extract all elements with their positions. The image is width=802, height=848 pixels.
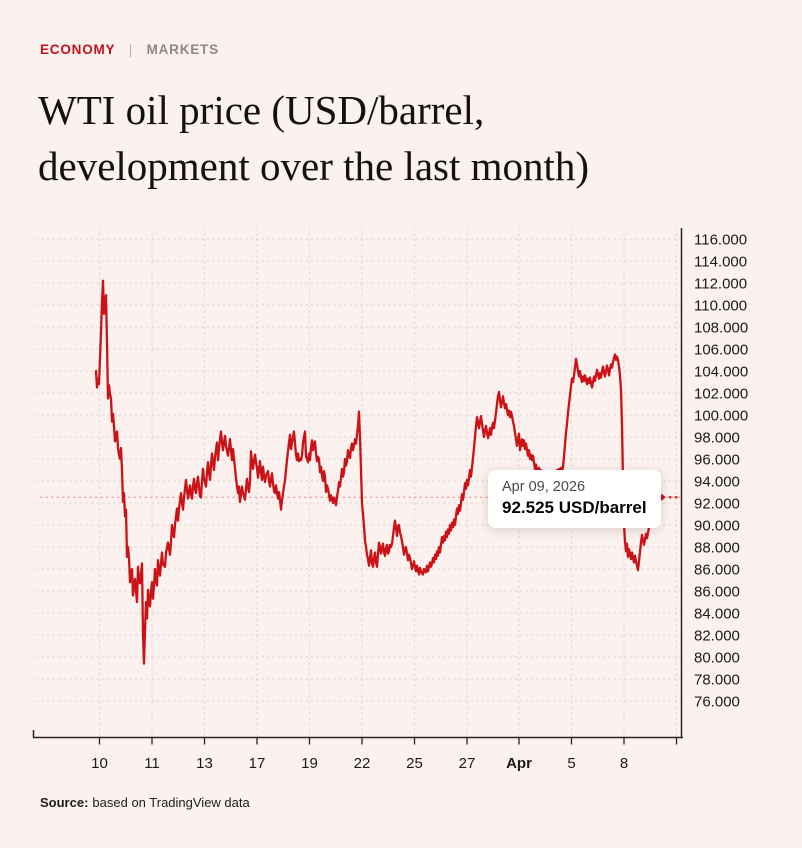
price-chart[interactable]: 116.000 114.000 112.000 110.000 108.000 106.0… bbox=[0, 210, 802, 785]
x-axis-label: 17 bbox=[249, 755, 266, 772]
x-axis-label: 22 bbox=[354, 755, 371, 772]
x-axis-label: 11 bbox=[144, 755, 160, 772]
source-label: Source: bbox=[40, 795, 89, 810]
y-axis-label: 116.000 bbox=[694, 232, 747, 249]
y-axis-label: 94.000 bbox=[694, 474, 740, 491]
source-text: based on TradingView data bbox=[92, 795, 250, 810]
kicker-category-link[interactable]: ECONOMY bbox=[40, 42, 116, 57]
y-axis-label: 112.000 bbox=[694, 276, 747, 293]
x-axis-label: Apr bbox=[506, 755, 532, 772]
x-axis-label: 25 bbox=[406, 755, 423, 772]
tooltip-date: Apr 09, 2026 bbox=[502, 479, 586, 495]
y-axis-label: 90.000 bbox=[694, 518, 740, 535]
breadcrumb: ECONOMY | MARKETS bbox=[40, 42, 219, 57]
x-axis-label: 10 bbox=[91, 755, 108, 772]
y-axis-label: 114.000 bbox=[694, 254, 747, 271]
chart-tooltip: Apr 09, 2026 92.525 USD/barrel bbox=[488, 470, 661, 528]
page-title-line2: development over the last month) bbox=[38, 143, 590, 189]
kicker-separator: | bbox=[128, 42, 133, 57]
page-title-line1: WTI oil price (USD/barrel, bbox=[38, 87, 485, 133]
x-axis-label: 19 bbox=[301, 755, 318, 772]
page-title: WTI oil price (USD/barrel, development o… bbox=[38, 82, 778, 194]
y-axis-label: 102.000 bbox=[694, 386, 748, 403]
y-axis-label: 92.000 bbox=[694, 496, 740, 513]
y-axis-label: 110.000 bbox=[694, 298, 747, 315]
y-axis-label: 106.000 bbox=[694, 342, 748, 359]
y-axis-label: 84.000 bbox=[694, 606, 740, 623]
price-series-line bbox=[94, 279, 663, 665]
kicker-section-link[interactable]: MARKETS bbox=[146, 42, 219, 57]
y-axis-label: 78.000 bbox=[694, 672, 740, 689]
tooltip-value: 92.525 USD/barrel bbox=[502, 498, 647, 517]
y-axis-label: 88.000 bbox=[694, 540, 740, 557]
x-axis-label: 5 bbox=[567, 755, 575, 772]
y-axis-label: 82.000 bbox=[694, 628, 740, 645]
chart-canvas[interactable]: 116.000 114.000 112.000 110.000 108.000 106.0… bbox=[0, 210, 802, 785]
x-axis-label: 13 bbox=[196, 755, 213, 772]
y-axis-label: 80.000 bbox=[694, 650, 740, 667]
y-axis-label: 98.000 bbox=[694, 430, 740, 447]
y-axis-label: 108.000 bbox=[694, 320, 748, 337]
y-axis-label: 86.000 bbox=[694, 562, 740, 579]
source-line: Source: based on TradingView data bbox=[40, 795, 250, 810]
x-axis-label: 8 bbox=[620, 755, 628, 772]
y-axis-label: 96.000 bbox=[694, 452, 740, 469]
y-axis-label: 86.000 bbox=[694, 584, 740, 601]
y-axis-label: 100.000 bbox=[694, 408, 748, 425]
y-axis-label: 76.000 bbox=[694, 694, 740, 711]
x-axis-label: 27 bbox=[459, 755, 476, 772]
y-axis-label: 104.000 bbox=[694, 364, 748, 381]
